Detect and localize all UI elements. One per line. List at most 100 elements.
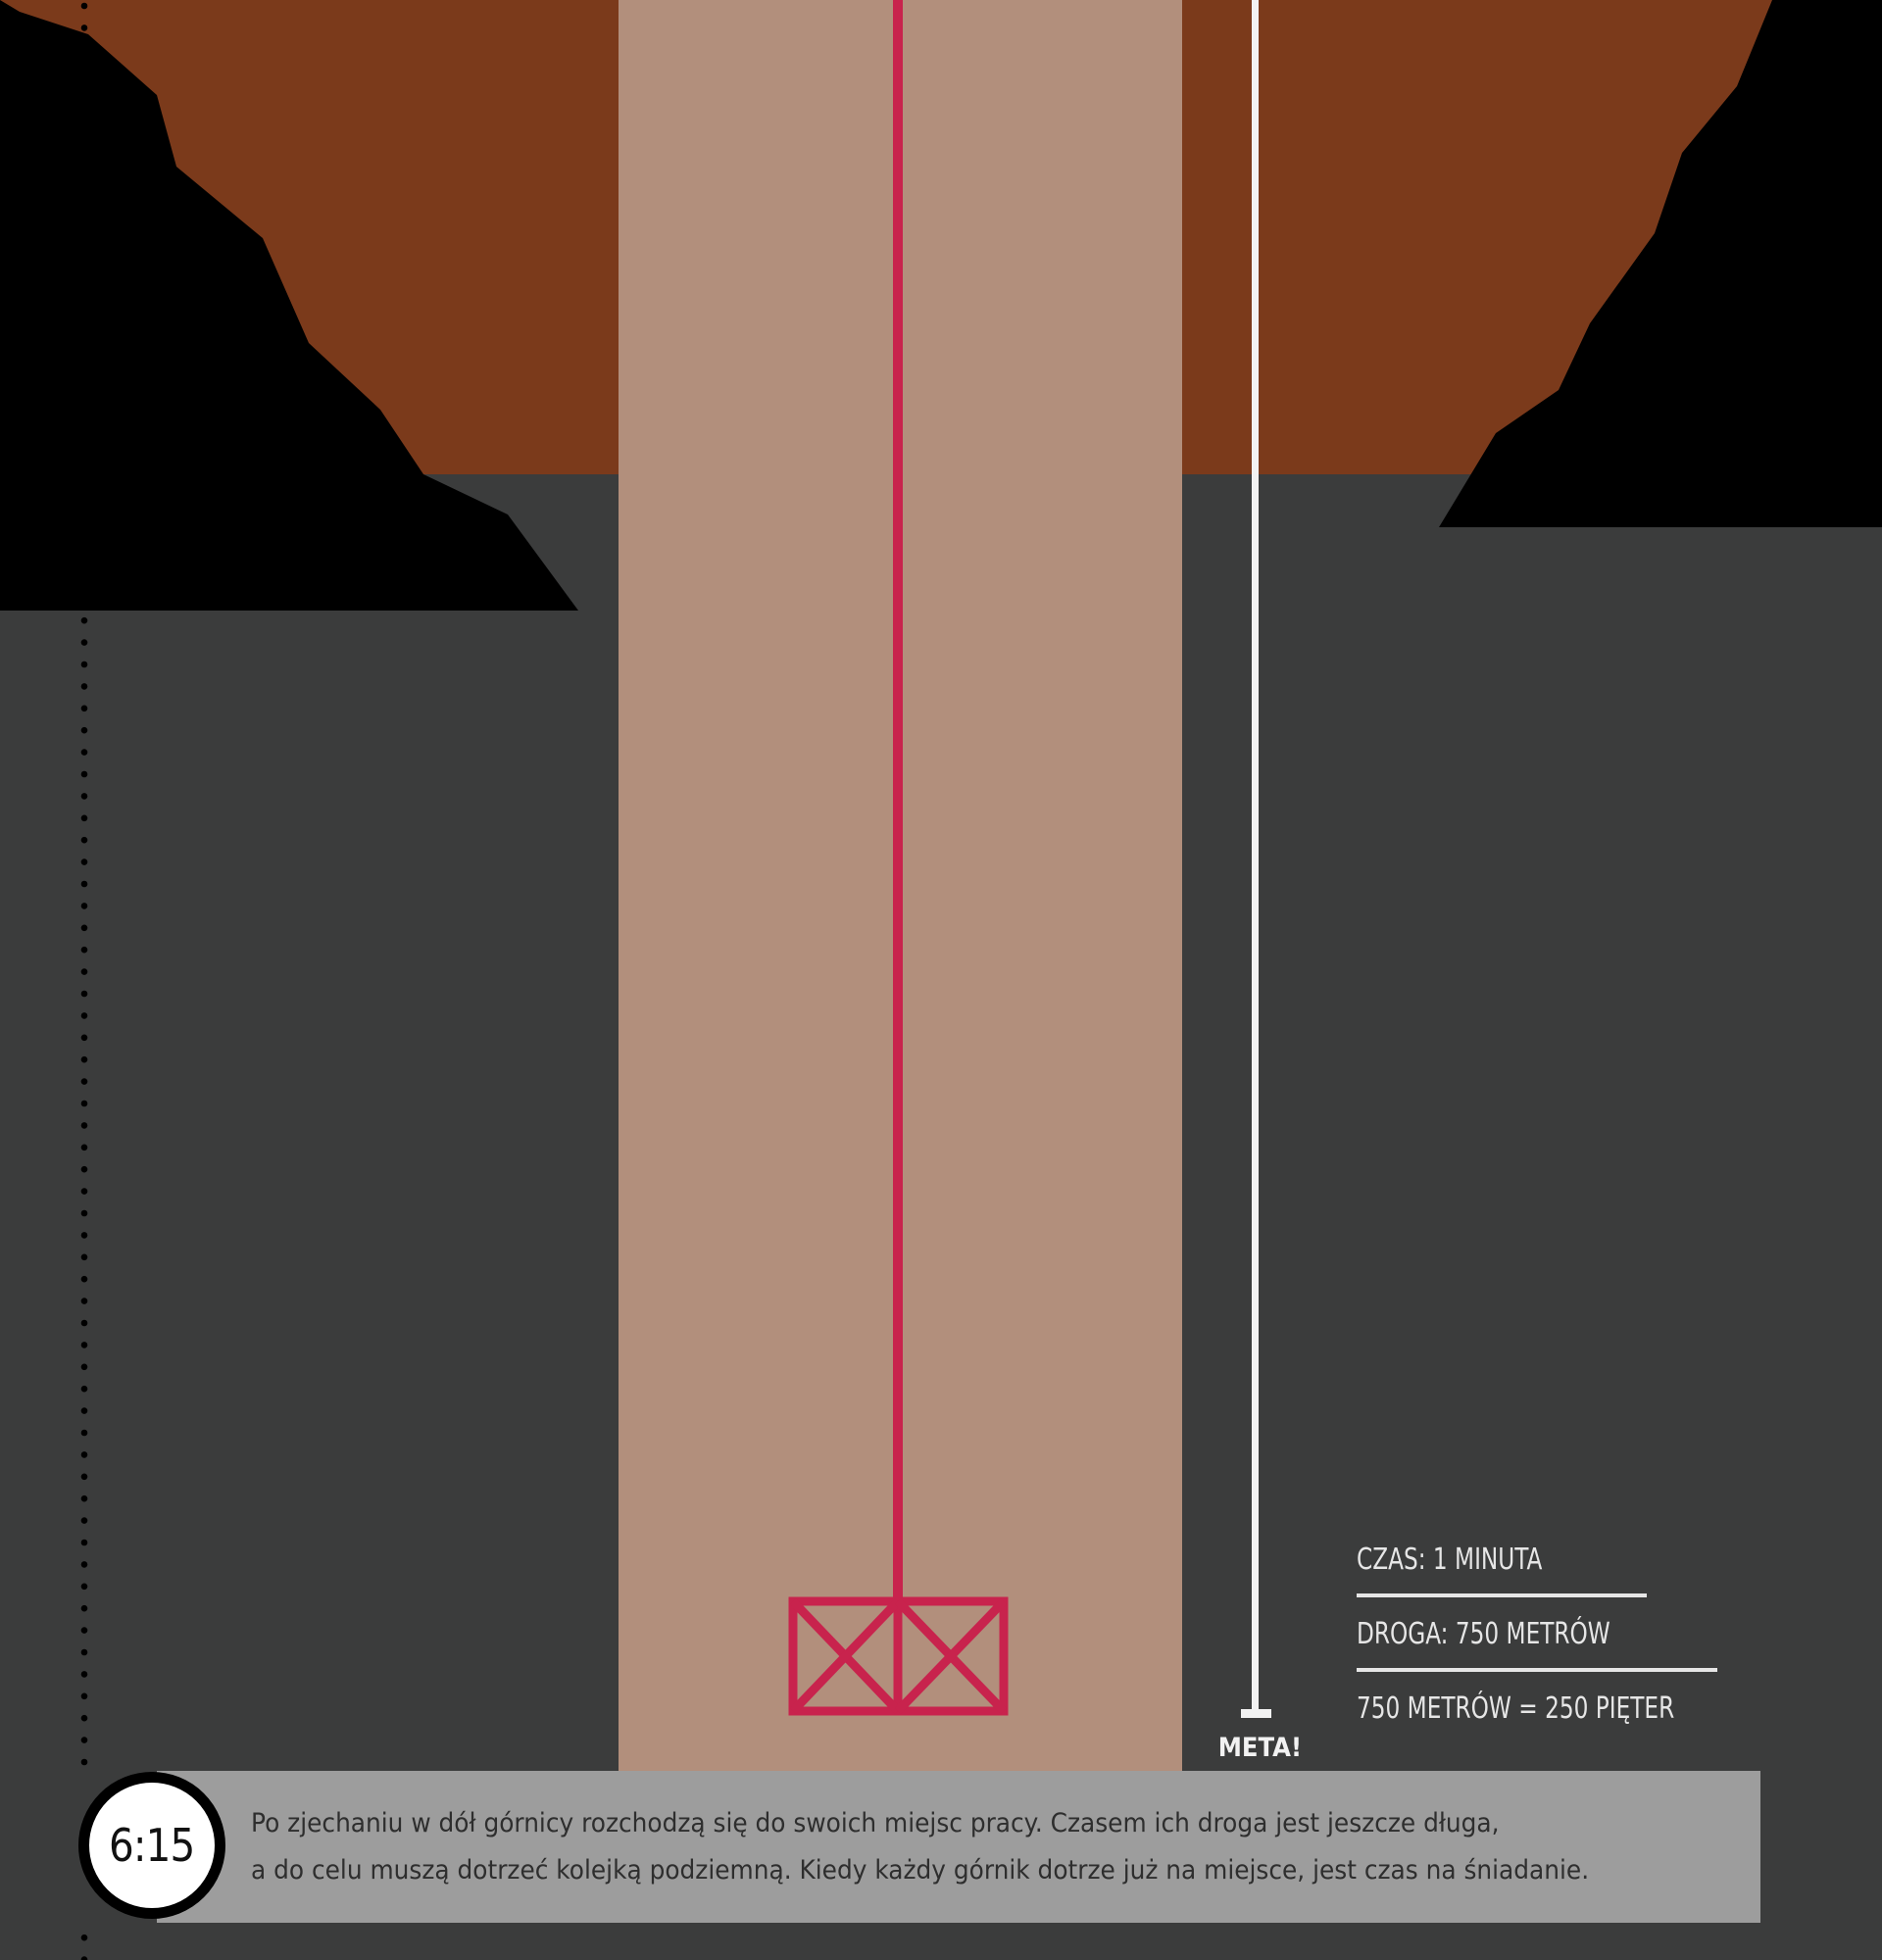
caption-bar: Po zjechaniu w dół górnicy rozchodzą się…	[157, 1771, 1760, 1923]
depth-dot	[80, 134, 88, 141]
depth-dot	[80, 661, 88, 668]
depth-dot	[80, 573, 88, 580]
depth-dot	[80, 464, 88, 470]
depth-dot	[80, 1012, 88, 1019]
depth-dot	[80, 1188, 88, 1195]
depth-dot	[80, 529, 88, 536]
depth-dot	[80, 793, 88, 800]
depth-dot	[80, 1165, 88, 1173]
depth-dot	[80, 1451, 88, 1458]
depth-dot	[80, 1209, 88, 1217]
depth-dot	[80, 990, 88, 998]
depth-dot	[80, 683, 88, 690]
depth-dot	[80, 924, 88, 932]
hoist-cable	[893, 0, 903, 1599]
depth-dot	[80, 858, 88, 865]
depth-dot	[80, 244, 88, 251]
depth-dot	[80, 1494, 88, 1502]
finish-label: META!	[1217, 1733, 1303, 1763]
journey-stats: CZAS: 1 MINUTA DROGA: 750 METRÓW 750 MET…	[1357, 1543, 1729, 1727]
depth-dot	[80, 441, 88, 449]
depth-dot	[80, 375, 88, 383]
clock-time: 6:15	[109, 1819, 195, 1872]
depth-dot	[80, 1342, 88, 1348]
depth-dot	[80, 1692, 88, 1700]
depth-dot	[80, 1539, 88, 1546]
depth-dot	[80, 616, 88, 624]
depth-dot	[80, 1319, 88, 1327]
depth-dot	[80, 880, 88, 888]
depth-dot	[80, 1671, 88, 1678]
depth-dot	[80, 814, 88, 822]
depth-dot	[80, 419, 88, 426]
depth-dot	[80, 1122, 88, 1129]
depth-dot	[80, 112, 88, 120]
depth-dot	[80, 1407, 88, 1414]
depth-dot	[80, 1604, 88, 1612]
depth-dot	[80, 200, 88, 207]
depth-dotted-line	[80, 2, 88, 1960]
depth-dot	[80, 903, 88, 909]
stat-divider	[1357, 1593, 1647, 1597]
depth-dot	[80, 68, 88, 75]
caption-text: Po zjechaniu w dół górnicy rozchodzą się…	[251, 1800, 1741, 1894]
depth-dot	[80, 1078, 88, 1085]
depth-dot	[80, 266, 88, 273]
depth-dot	[80, 1055, 88, 1063]
depth-dot	[80, 1363, 88, 1371]
depth-dot	[80, 1934, 88, 1941]
depth-dot	[80, 2, 88, 10]
depth-dot	[80, 90, 88, 97]
depth-dot	[80, 46, 88, 54]
depth-dot	[80, 24, 88, 31]
depth-dot	[80, 310, 88, 317]
depth-dot	[80, 770, 88, 778]
distance-stat: DROGA: 750 METRÓW	[1357, 1617, 1610, 1651]
depth-dot	[80, 705, 88, 712]
depth-dot	[80, 1429, 88, 1437]
depth-dot	[80, 221, 88, 229]
depth-dot	[80, 507, 88, 514]
time-stat: CZAS: 1 MINUTA	[1357, 1543, 1543, 1577]
depth-dot	[80, 1144, 88, 1152]
depth-dot	[80, 287, 88, 295]
depth-dot	[80, 1737, 88, 1743]
depth-dot	[80, 1232, 88, 1239]
depth-dot	[80, 1517, 88, 1524]
depth-dot	[80, 1473, 88, 1481]
depth-dot	[80, 1298, 88, 1304]
depth-dot	[80, 1758, 88, 1766]
depth-dot	[80, 1561, 88, 1568]
caption-line-2: a do celu muszą dotrzeć kolejką podziemn…	[251, 1855, 1590, 1886]
right-rock-formation	[1439, 0, 1882, 527]
depth-dot	[80, 1253, 88, 1261]
depth-dot	[80, 1627, 88, 1634]
mining-cage-icon	[788, 1596, 1009, 1716]
depth-dot	[80, 749, 88, 756]
depth-dot	[80, 968, 88, 975]
caption-line-1: Po zjechaniu w dół górnicy rozchodzą się…	[251, 1808, 1500, 1838]
depth-dot	[80, 177, 88, 185]
depth-dot	[80, 1956, 88, 1960]
depth-dot	[80, 485, 88, 493]
depth-dot	[80, 595, 88, 603]
depth-dot	[80, 1385, 88, 1393]
clock-badge: 6:15	[78, 1772, 225, 1919]
depth-dot	[80, 331, 88, 339]
depth-dot	[80, 946, 88, 954]
depth-dot	[80, 1034, 88, 1042]
depth-dot	[80, 1275, 88, 1283]
left-rock-formation	[0, 0, 578, 611]
depth-dot	[80, 1100, 88, 1107]
depth-dot	[80, 1714, 88, 1722]
depth-dot	[80, 1583, 88, 1591]
depth-dot	[80, 836, 88, 844]
depth-dot	[80, 397, 88, 405]
stat-divider	[1357, 1668, 1717, 1672]
depth-dot	[80, 726, 88, 734]
depth-dot	[80, 551, 88, 559]
depth-dot	[80, 156, 88, 164]
depth-dot	[80, 354, 88, 361]
